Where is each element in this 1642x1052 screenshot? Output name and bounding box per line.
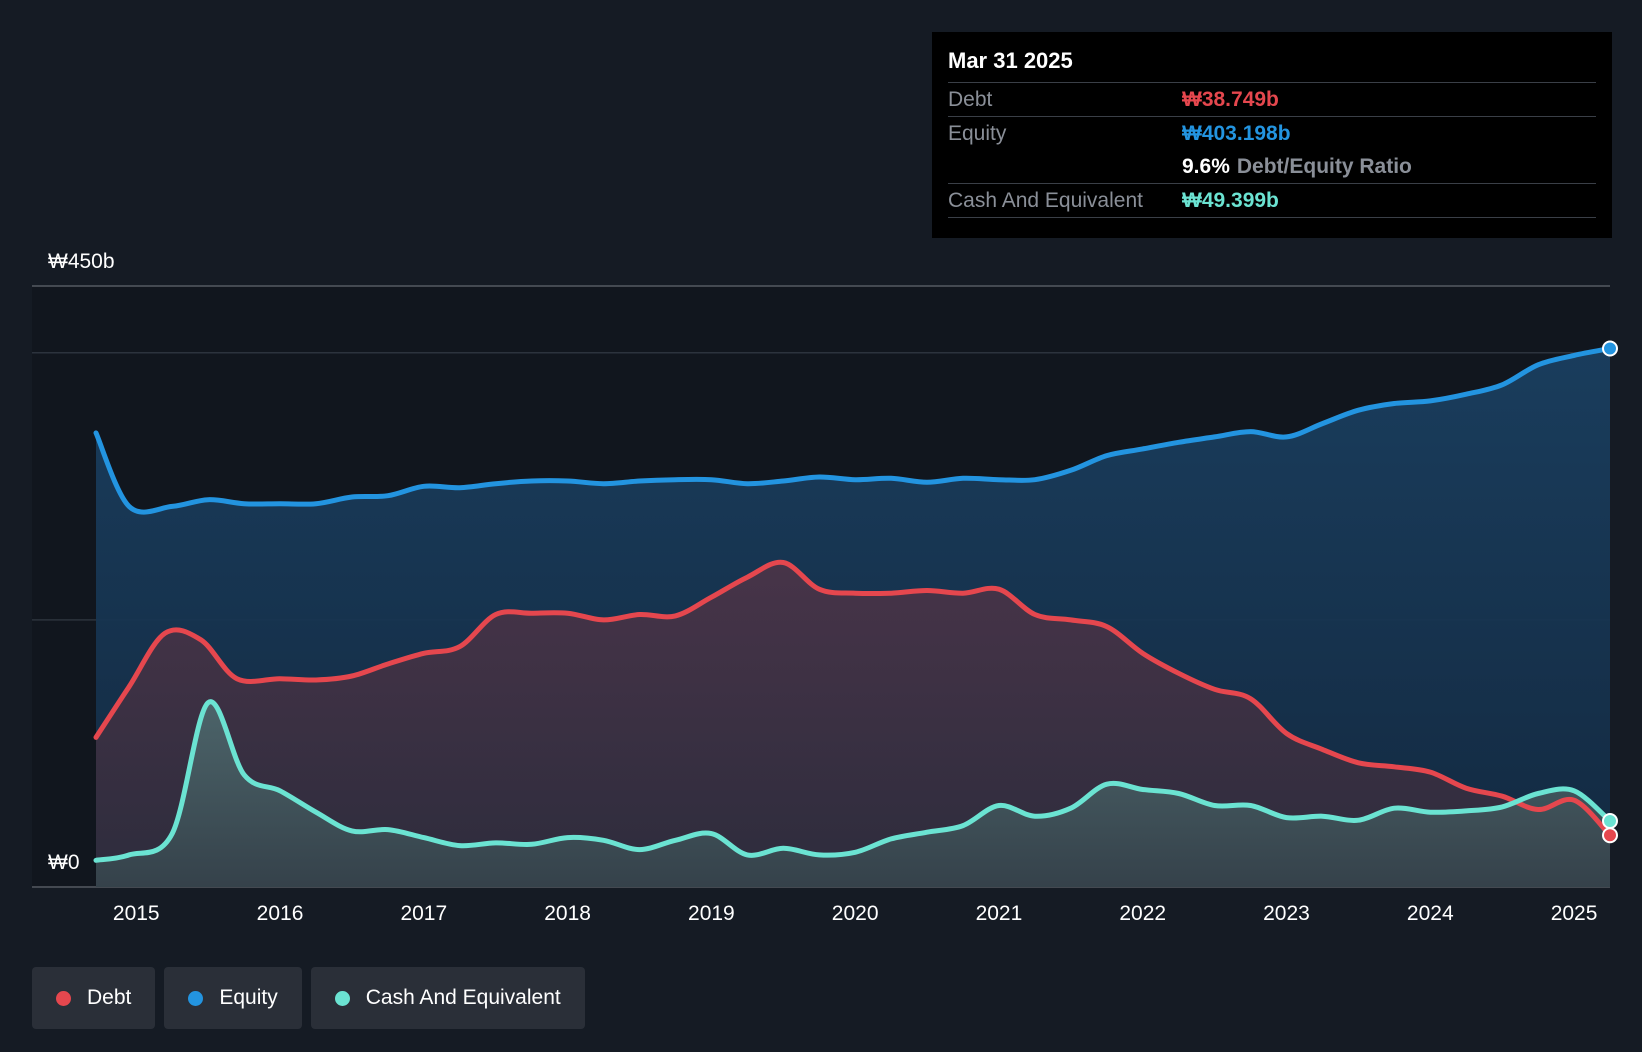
- x-tick-label: 2015: [113, 902, 160, 925]
- equity-line: [93, 346, 1613, 515]
- x-tick-label: 2019: [688, 902, 735, 925]
- y-axis-top-label: ₩450b: [48, 250, 115, 273]
- x-tick-label: 2024: [1407, 902, 1454, 925]
- legend-label-cash: Cash And Equivalent: [365, 986, 561, 1009]
- tooltip-ratio-value: 9.6%: [1182, 154, 1230, 178]
- tooltip-cash-label: Cash And Equivalent: [948, 188, 1143, 212]
- x-tick-label: 2022: [1119, 902, 1166, 925]
- legend-item-equity[interactable]: Equity: [164, 967, 302, 1029]
- x-tick-label: 2020: [832, 902, 879, 925]
- equity-endpoint: [1602, 340, 1618, 357]
- legend-dot-cash-icon: [334, 990, 350, 1006]
- legend-label-debt: Debt: [87, 986, 132, 1009]
- x-tick-label: 2023: [1263, 902, 1310, 925]
- tooltip-date: Mar 31 2025: [948, 48, 1073, 73]
- tooltip-cash-row: Cash And Equivalent ₩49.399b: [948, 183, 1596, 218]
- legend: Debt Equity Cash And Equivalent: [32, 967, 585, 1029]
- tooltip-equity-label: Equity: [948, 121, 1007, 145]
- cash-line: [93, 699, 1613, 863]
- x-tick-label: 2021: [976, 902, 1023, 925]
- tooltip-panel: Mar 31 2025 Debt ₩38.749b Equity ₩403.19…: [932, 32, 1612, 238]
- tooltip-cash-value: ₩49.399b: [1182, 188, 1279, 212]
- x-tick-label: 2025: [1551, 902, 1598, 925]
- y-axis-bottom-label: ₩0: [48, 851, 80, 874]
- tooltip-equity-row: Equity ₩403.198b: [948, 116, 1596, 150]
- tooltip-debt-value: ₩38.749b: [1182, 87, 1279, 111]
- legend-label-equity: Equity: [219, 986, 278, 1009]
- tooltip-debt-label: Debt: [948, 87, 993, 111]
- tooltip-debt-row: Debt ₩38.749b: [948, 82, 1596, 116]
- tooltip-ratio-row: 9.6% Debt/Equity Ratio: [948, 150, 1596, 183]
- legend-dot-debt-icon: [56, 990, 71, 1006]
- cash-area: [96, 701, 1610, 887]
- cash-endpoint: [1602, 813, 1618, 830]
- legend-item-debt[interactable]: Debt: [32, 967, 156, 1029]
- x-tick-label: 2018: [544, 902, 591, 925]
- legend-dot-equity-icon: [188, 990, 204, 1006]
- x-tick-label: 2016: [257, 902, 304, 925]
- tooltip-ratio-label: Debt/Equity Ratio: [1236, 154, 1412, 178]
- debt-line: [93, 559, 1613, 838]
- tooltip-equity-value: ₩403.198b: [1182, 121, 1291, 145]
- debt-endpoint: [1602, 827, 1618, 844]
- legend-item-cash[interactable]: Cash And Equivalent: [310, 967, 585, 1029]
- x-tick-label: 2017: [400, 902, 447, 925]
